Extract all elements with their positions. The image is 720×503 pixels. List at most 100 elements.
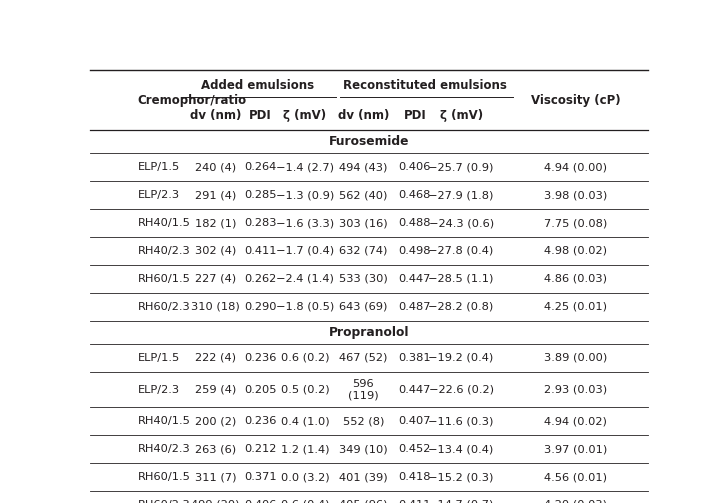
Text: 302 (4): 302 (4)	[195, 246, 236, 256]
Text: 0.381: 0.381	[398, 353, 431, 363]
Text: PDI: PDI	[249, 109, 271, 122]
Text: 4.86 (0.03): 4.86 (0.03)	[544, 274, 607, 284]
Text: 4.56 (0.01): 4.56 (0.01)	[544, 472, 607, 482]
Text: 0.0 (3.2): 0.0 (3.2)	[281, 472, 329, 482]
Text: 0.5 (0.2): 0.5 (0.2)	[281, 385, 329, 394]
Text: −15.2 (0.3): −15.2 (0.3)	[428, 472, 494, 482]
Text: 494 (43): 494 (43)	[339, 162, 387, 172]
Text: 259 (4): 259 (4)	[195, 385, 236, 394]
Text: 0.285: 0.285	[244, 190, 276, 200]
Text: 4.98 (0.02): 4.98 (0.02)	[544, 246, 607, 256]
Text: 0.406: 0.406	[244, 500, 276, 503]
Text: ELP/2.3: ELP/2.3	[138, 385, 179, 394]
Text: 263 (6): 263 (6)	[195, 444, 236, 454]
Text: 552 (8): 552 (8)	[343, 416, 384, 427]
Text: 349 (10): 349 (10)	[339, 444, 388, 454]
Text: ELP/2.3: ELP/2.3	[138, 190, 179, 200]
Text: −22.6 (0.2): −22.6 (0.2)	[428, 385, 494, 394]
Text: −1.6 (3.3): −1.6 (3.3)	[276, 218, 334, 228]
Text: −28.5 (1.1): −28.5 (1.1)	[428, 274, 494, 284]
Text: RH40/1.5: RH40/1.5	[138, 416, 190, 427]
Text: 0.406: 0.406	[399, 162, 431, 172]
Text: 1.2 (1.4): 1.2 (1.4)	[281, 444, 329, 454]
Text: Added emulsions: Added emulsions	[201, 79, 314, 92]
Text: 0.236: 0.236	[244, 353, 276, 363]
Text: ζ (mV): ζ (mV)	[283, 109, 326, 122]
Text: 499 (20): 499 (20)	[192, 500, 240, 503]
Text: 0.6 (0.4): 0.6 (0.4)	[281, 500, 329, 503]
Text: −13.4 (0.4): −13.4 (0.4)	[428, 444, 494, 454]
Text: −28.2 (0.8): −28.2 (0.8)	[428, 302, 494, 312]
Text: 467 (52): 467 (52)	[339, 353, 387, 363]
Text: Viscosity (cP): Viscosity (cP)	[531, 94, 620, 107]
Text: 632 (74): 632 (74)	[339, 246, 387, 256]
Text: 200 (2): 200 (2)	[195, 416, 236, 427]
Text: 0.411: 0.411	[244, 246, 276, 256]
Text: 0.488: 0.488	[398, 218, 431, 228]
Text: 0.236: 0.236	[244, 416, 276, 427]
Text: 0.290: 0.290	[244, 302, 276, 312]
Text: PDI: PDI	[403, 109, 426, 122]
Text: 0.411: 0.411	[398, 500, 431, 503]
Text: 4.94 (0.00): 4.94 (0.00)	[544, 162, 607, 172]
Text: 643 (69): 643 (69)	[339, 302, 387, 312]
Text: −2.4 (1.4): −2.4 (1.4)	[276, 274, 334, 284]
Text: 303 (16): 303 (16)	[339, 218, 388, 228]
Text: −27.8 (0.4): −27.8 (0.4)	[428, 246, 494, 256]
Text: RH40/2.3: RH40/2.3	[138, 444, 190, 454]
Text: 222 (4): 222 (4)	[195, 353, 236, 363]
Text: Propranolol: Propranolol	[329, 326, 409, 339]
Text: −27.9 (1.8): −27.9 (1.8)	[428, 190, 494, 200]
Text: 227 (4): 227 (4)	[195, 274, 236, 284]
Text: ELP/1.5: ELP/1.5	[138, 353, 180, 363]
Text: Cremophor/ratio: Cremophor/ratio	[138, 94, 246, 107]
Text: 7.75 (0.08): 7.75 (0.08)	[544, 218, 607, 228]
Text: 0.407: 0.407	[398, 416, 431, 427]
Text: 0.4 (1.0): 0.4 (1.0)	[281, 416, 329, 427]
Text: RH60/2.3: RH60/2.3	[138, 500, 190, 503]
Text: 0.452: 0.452	[399, 444, 431, 454]
Text: −1.4 (2.7): −1.4 (2.7)	[276, 162, 334, 172]
Text: −24.3 (0.6): −24.3 (0.6)	[428, 218, 494, 228]
Text: 0.371: 0.371	[244, 472, 276, 482]
Text: 0.212: 0.212	[244, 444, 276, 454]
Text: 533 (30): 533 (30)	[339, 274, 388, 284]
Text: −1.7 (0.4): −1.7 (0.4)	[276, 246, 334, 256]
Text: 2.93 (0.03): 2.93 (0.03)	[544, 385, 607, 394]
Text: 0.6 (0.2): 0.6 (0.2)	[281, 353, 329, 363]
Text: Reconstituted emulsions: Reconstituted emulsions	[343, 79, 507, 92]
Text: RH60/2.3: RH60/2.3	[138, 302, 190, 312]
Text: 0.487: 0.487	[398, 302, 431, 312]
Text: 310 (18): 310 (18)	[192, 302, 240, 312]
Text: ELP/1.5: ELP/1.5	[138, 162, 180, 172]
Text: RH40/2.3: RH40/2.3	[138, 246, 190, 256]
Text: Furosemide: Furosemide	[329, 135, 409, 148]
Text: 0.498: 0.498	[398, 246, 431, 256]
Text: 596
(119): 596 (119)	[348, 379, 379, 400]
Text: −1.3 (0.9): −1.3 (0.9)	[276, 190, 334, 200]
Text: 0.262: 0.262	[244, 274, 276, 284]
Text: 311 (7): 311 (7)	[195, 472, 236, 482]
Text: 0.283: 0.283	[244, 218, 276, 228]
Text: −19.2 (0.4): −19.2 (0.4)	[428, 353, 494, 363]
Text: 562 (40): 562 (40)	[339, 190, 387, 200]
Text: 4.20 (0.03): 4.20 (0.03)	[544, 500, 607, 503]
Text: −11.6 (0.3): −11.6 (0.3)	[428, 416, 494, 427]
Text: 3.89 (0.00): 3.89 (0.00)	[544, 353, 607, 363]
Text: −1.8 (0.5): −1.8 (0.5)	[276, 302, 334, 312]
Text: 0.468: 0.468	[399, 190, 431, 200]
Text: RH60/1.5: RH60/1.5	[138, 472, 190, 482]
Text: 0.418: 0.418	[398, 472, 431, 482]
Text: 4.94 (0.02): 4.94 (0.02)	[544, 416, 607, 427]
Text: 405 (96): 405 (96)	[339, 500, 387, 503]
Text: 0.205: 0.205	[244, 385, 276, 394]
Text: 182 (1): 182 (1)	[195, 218, 236, 228]
Text: 291 (4): 291 (4)	[195, 190, 236, 200]
Text: −25.7 (0.9): −25.7 (0.9)	[428, 162, 494, 172]
Text: 240 (4): 240 (4)	[195, 162, 236, 172]
Text: 3.97 (0.01): 3.97 (0.01)	[544, 444, 607, 454]
Text: 3.98 (0.03): 3.98 (0.03)	[544, 190, 607, 200]
Text: 0.447: 0.447	[399, 274, 431, 284]
Text: 4.25 (0.01): 4.25 (0.01)	[544, 302, 607, 312]
Text: dv (nm): dv (nm)	[338, 109, 389, 122]
